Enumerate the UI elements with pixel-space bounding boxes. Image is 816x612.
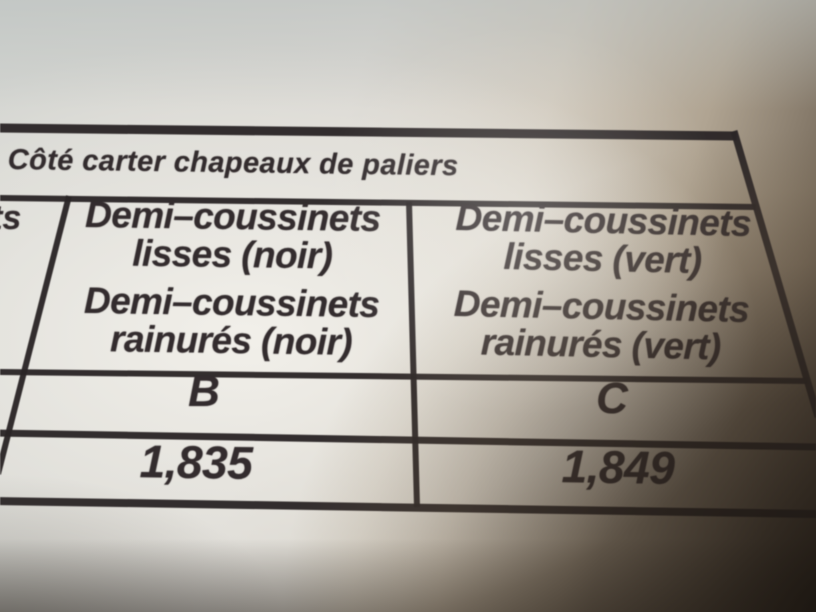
column-label-smooth: Demi–coussinets lisses (vert)	[416, 197, 790, 282]
column-label-smooth: Demi–coussinets lisses (noir)	[62, 193, 403, 277]
column-label-grooved: Demi–coussinets rainurés (vert)	[414, 283, 788, 368]
column-label-line: lisses (noir)	[132, 232, 333, 277]
class-code-cell-b: B	[188, 367, 220, 416]
value-cell-c: 1,849	[561, 440, 675, 494]
column-header-noir: Demi–coussinets lisses (noir) Demi–couss…	[61, 193, 403, 363]
column-header-vert: Demi–coussinets lisses (vert) Demi–couss…	[414, 197, 790, 368]
cropped-left-column-text: ts	[0, 199, 22, 237]
value-cell-b: 1,835	[139, 435, 253, 489]
class-code-cell-c: C	[596, 374, 628, 423]
table-top-border	[0, 123, 738, 141]
column-label-line: Demi–coussinets	[84, 193, 381, 240]
column-label-line: rainurés (noir)	[109, 318, 353, 363]
column-label-grooved: Demi–coussinets rainurés (noir)	[61, 280, 402, 363]
table-bottom-border	[0, 497, 816, 518]
